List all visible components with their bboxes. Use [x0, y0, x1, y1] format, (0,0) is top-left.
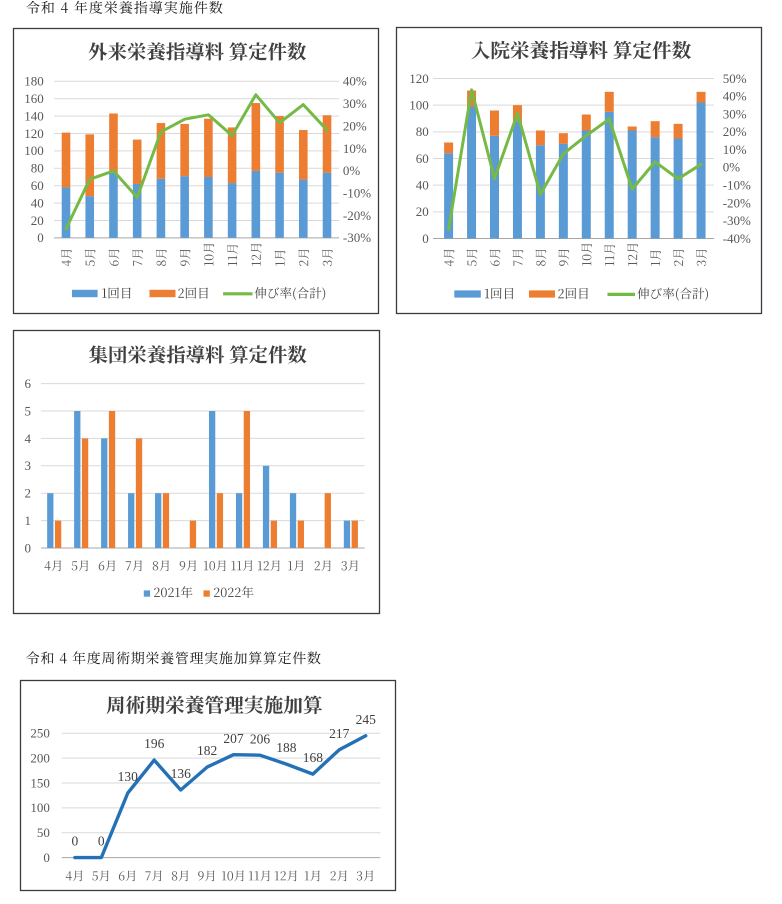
svg-text:0: 0 — [37, 230, 44, 245]
svg-text:-30%: -30% — [343, 230, 371, 245]
svg-text:50%: 50% — [723, 71, 747, 86]
svg-text:80: 80 — [416, 124, 429, 139]
svg-text:40%: 40% — [723, 89, 747, 104]
svg-text:30%: 30% — [723, 106, 747, 121]
svg-text:100: 100 — [24, 143, 44, 158]
svg-text:-10%: -10% — [723, 178, 751, 193]
svg-text:206: 206 — [250, 731, 271, 746]
svg-text:60: 60 — [416, 151, 429, 166]
svg-text:168: 168 — [303, 750, 324, 765]
svg-text:120: 120 — [409, 71, 429, 86]
svg-text:4: 4 — [25, 431, 32, 446]
svg-text:250: 250 — [30, 726, 50, 741]
svg-text:2: 2 — [25, 486, 32, 501]
svg-text:20: 20 — [31, 213, 44, 228]
svg-text:0: 0 — [422, 231, 429, 246]
svg-text:10%: 10% — [343, 141, 367, 156]
svg-text:0%: 0% — [723, 160, 741, 175]
svg-text:30%: 30% — [343, 96, 367, 111]
svg-text:20%: 20% — [343, 118, 367, 133]
svg-text:60: 60 — [31, 178, 44, 193]
svg-text:188: 188 — [276, 740, 297, 755]
svg-text:10%: 10% — [723, 142, 747, 157]
svg-text:-40%: -40% — [723, 231, 751, 246]
svg-text:1: 1 — [25, 513, 32, 528]
svg-text:5: 5 — [25, 403, 32, 418]
svg-text:-30%: -30% — [723, 213, 751, 228]
svg-text:0: 0 — [98, 834, 105, 849]
svg-text:3: 3 — [25, 458, 32, 473]
svg-text:80: 80 — [31, 161, 44, 176]
svg-text:-20%: -20% — [723, 195, 751, 210]
svg-text:0: 0 — [25, 540, 32, 555]
svg-text:120: 120 — [24, 126, 44, 141]
svg-text:245: 245 — [356, 712, 377, 727]
svg-text:136: 136 — [171, 766, 192, 781]
svg-text:160: 160 — [24, 91, 44, 106]
svg-text:150: 150 — [30, 775, 50, 790]
svg-text:-20%: -20% — [343, 208, 371, 223]
svg-text:0: 0 — [72, 834, 79, 849]
svg-text:180: 180 — [24, 74, 44, 89]
svg-text:200: 200 — [30, 751, 50, 766]
svg-text:140: 140 — [24, 109, 44, 124]
svg-text:20: 20 — [416, 204, 429, 219]
svg-text:40: 40 — [416, 178, 429, 193]
svg-text:-10%: -10% — [343, 186, 371, 201]
svg-text:40: 40 — [31, 196, 44, 211]
svg-text:196: 196 — [144, 736, 165, 751]
svg-text:0: 0 — [43, 850, 50, 865]
svg-text:182: 182 — [197, 743, 217, 758]
svg-text:100: 100 — [409, 98, 429, 113]
svg-text:40%: 40% — [343, 74, 367, 89]
svg-text:130: 130 — [118, 769, 139, 784]
svg-text:20%: 20% — [723, 124, 747, 139]
svg-text:100: 100 — [30, 800, 50, 815]
svg-text:0%: 0% — [343, 163, 361, 178]
svg-text:207: 207 — [223, 731, 244, 746]
svg-text:6: 6 — [25, 376, 32, 391]
svg-text:217: 217 — [329, 726, 350, 741]
svg-text:50: 50 — [37, 825, 50, 840]
